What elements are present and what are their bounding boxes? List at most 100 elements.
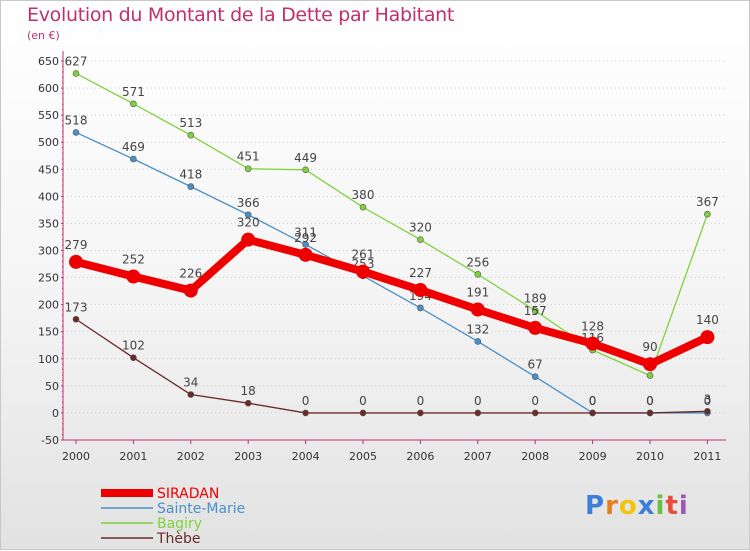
data-point bbox=[646, 409, 654, 417]
data-label: 449 bbox=[294, 151, 317, 165]
data-point bbox=[704, 210, 711, 218]
data-point bbox=[646, 372, 654, 379]
y-tick-label: 200 bbox=[38, 299, 59, 312]
data-label: 0 bbox=[646, 394, 654, 408]
legend-label: Thèbe bbox=[156, 531, 201, 547]
data-label: 513 bbox=[179, 116, 202, 130]
data-label: 18 bbox=[241, 384, 256, 398]
y-tick-label: 450 bbox=[38, 163, 59, 176]
data-label: 0 bbox=[359, 394, 367, 408]
data-point bbox=[126, 269, 141, 284]
data-point bbox=[474, 271, 482, 278]
data-point bbox=[589, 409, 596, 417]
x-tick-label: 2009 bbox=[579, 450, 607, 463]
data-label: 0 bbox=[531, 394, 539, 408]
data-label: 311 bbox=[294, 226, 317, 240]
data-point bbox=[470, 302, 485, 317]
data-point bbox=[700, 330, 715, 345]
data-label: 366 bbox=[237, 196, 260, 210]
data-point bbox=[302, 166, 309, 174]
x-tick-label: 2011 bbox=[693, 450, 721, 463]
x-tick-label: 2006 bbox=[406, 450, 434, 463]
data-label: 256 bbox=[466, 255, 489, 269]
data-point bbox=[302, 241, 309, 248]
data-point bbox=[474, 338, 482, 345]
data-label: 132 bbox=[466, 322, 489, 336]
x-tick-label: 2005 bbox=[349, 450, 377, 463]
data-label: 451 bbox=[237, 150, 260, 164]
series-line-bagiry bbox=[75, 72, 709, 377]
x-tick-label: 2000 bbox=[62, 450, 90, 463]
data-point bbox=[130, 155, 137, 163]
data-point bbox=[643, 357, 657, 372]
data-point bbox=[528, 320, 543, 335]
data-point bbox=[704, 408, 711, 415]
data-label: 292 bbox=[294, 231, 317, 245]
y-tick-label: -50 bbox=[41, 434, 59, 447]
data-point bbox=[359, 409, 367, 417]
legend-label: Sainte-Marie bbox=[157, 501, 245, 517]
data-point bbox=[72, 129, 80, 136]
data-point bbox=[72, 70, 80, 77]
data-label: 3 bbox=[704, 392, 712, 406]
data-label: 128 bbox=[581, 320, 604, 334]
data-label: 140 bbox=[696, 313, 719, 327]
data-label: 90 bbox=[642, 340, 657, 354]
y-tick-label: 0 bbox=[52, 407, 59, 420]
data-point bbox=[244, 165, 252, 173]
y-tick-label: 350 bbox=[38, 217, 59, 230]
data-label: 469 bbox=[122, 140, 145, 154]
data-point bbox=[130, 100, 137, 108]
x-tick-label: 2007 bbox=[464, 450, 492, 463]
y-tick-label: 500 bbox=[38, 136, 59, 149]
data-label: 367 bbox=[696, 195, 719, 209]
data-label: 157 bbox=[524, 304, 547, 318]
data-point bbox=[359, 203, 367, 211]
data-label: 0 bbox=[417, 394, 425, 408]
data-point bbox=[72, 315, 80, 323]
data-point bbox=[241, 232, 256, 247]
y-tick-label: 250 bbox=[38, 272, 59, 285]
data-label: 0 bbox=[302, 394, 310, 408]
data-label: 189 bbox=[524, 292, 547, 306]
y-tick-label: 50 bbox=[45, 380, 59, 393]
data-label: 227 bbox=[409, 266, 432, 280]
data-point bbox=[183, 283, 198, 298]
y-tick-label: 550 bbox=[38, 109, 59, 122]
data-label: 0 bbox=[704, 394, 712, 408]
data-point bbox=[585, 336, 600, 351]
data-point bbox=[531, 307, 539, 314]
series-line-siradan bbox=[75, 235, 710, 369]
data-point bbox=[244, 399, 252, 407]
data-label: 261 bbox=[352, 248, 375, 262]
data-label: 518 bbox=[65, 113, 88, 127]
data-label: 173 bbox=[65, 300, 88, 314]
data-point bbox=[356, 264, 370, 279]
y-tick-label: 300 bbox=[38, 245, 59, 258]
y-tick-label: 100 bbox=[38, 353, 59, 366]
data-label: 627 bbox=[65, 54, 88, 68]
data-label: 380 bbox=[352, 188, 375, 202]
data-point bbox=[187, 131, 195, 139]
series-line-thèbe bbox=[75, 318, 708, 414]
x-tick-label: 2001 bbox=[119, 450, 147, 463]
data-label: 0 bbox=[474, 394, 482, 408]
data-point bbox=[298, 247, 313, 262]
data-label: 571 bbox=[122, 85, 145, 99]
legend-label: Bagiry bbox=[157, 516, 202, 532]
data-label: 102 bbox=[122, 339, 145, 353]
data-label: 0 bbox=[646, 394, 654, 408]
data-label: 279 bbox=[65, 238, 88, 252]
data-label: 67 bbox=[528, 358, 543, 372]
data-point bbox=[413, 283, 428, 298]
chart-unit: (en €) bbox=[27, 29, 60, 42]
x-tick-label: 2002 bbox=[177, 450, 205, 463]
data-label: 252 bbox=[122, 252, 145, 266]
data-label: 226 bbox=[179, 267, 202, 281]
chart-title: Evolution du Montant de la Dette par Hab… bbox=[27, 4, 455, 26]
data-label: 191 bbox=[466, 286, 489, 300]
data-point bbox=[417, 409, 424, 417]
x-tick-label: 2008 bbox=[521, 450, 549, 463]
